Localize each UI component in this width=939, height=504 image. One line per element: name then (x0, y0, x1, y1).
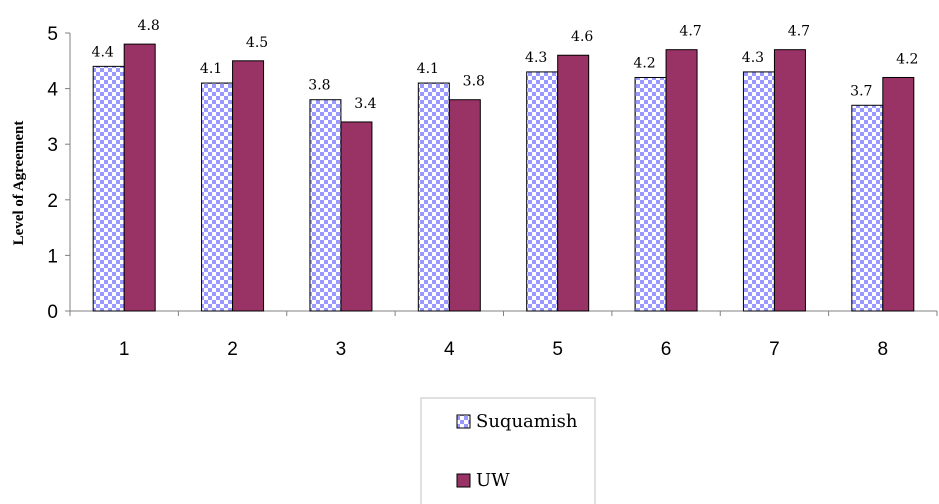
x-tick-label: 5 (552, 339, 563, 360)
y-tick-label: 3 (47, 135, 58, 156)
bar-uw (448, 99, 481, 312)
data-label-suquamish: 3.8 (308, 78, 330, 94)
bar-uw (773, 49, 806, 312)
data-label-suquamish: 4.3 (742, 50, 764, 66)
y-axis-title: Level of Agreement (11, 121, 27, 246)
data-label-uw: 4.8 (138, 18, 160, 34)
bar-suquamish (634, 76, 667, 312)
y-tick-label: 2 (47, 191, 58, 212)
y-tick-label: 0 (47, 302, 58, 323)
bar-suquamish (309, 99, 342, 312)
legend-swatch-suquamish (456, 414, 471, 429)
bar-uw (340, 121, 373, 312)
data-label-uw: 4.7 (788, 24, 810, 40)
data-label-suquamish: 4.4 (92, 44, 114, 60)
x-tick-label: 2 (227, 339, 238, 360)
x-tick-label: 1 (119, 339, 130, 360)
bar-suquamish (851, 104, 884, 312)
data-label-uw: 4.2 (896, 51, 918, 67)
data-label-uw: 3.4 (354, 96, 376, 112)
x-tick-label: 3 (336, 339, 347, 360)
legend-box (420, 397, 596, 504)
data-label-suquamish: 3.7 (850, 83, 872, 99)
bar-suquamish (417, 82, 450, 312)
bars (92, 43, 915, 312)
bar-uw (123, 43, 156, 312)
x-tick-label: 7 (769, 339, 780, 360)
data-label-uw: 3.8 (463, 74, 485, 90)
legend-label-suquamish: Suquamish (476, 411, 578, 432)
legend-swatch-uw (456, 473, 471, 488)
bar-suquamish (201, 82, 234, 312)
x-tick-label: 6 (661, 339, 672, 360)
bar-suquamish (92, 65, 125, 312)
legend-label-uw: UW (476, 470, 510, 491)
bar-uw (882, 76, 915, 312)
data-labels: 4.4 4.1 3.8 4.1 4.3 4.2 4.3 3.7 4.8 4.5 3.4 3.8 4.6 4… (92, 18, 919, 112)
bar-suquamish (526, 71, 559, 312)
data-label-suquamish: 4.2 (633, 55, 655, 71)
y-tick-label: 4 (47, 80, 58, 101)
x-tick-label: 4 (444, 339, 455, 360)
y-tick-label: 1 (47, 246, 58, 267)
data-label-suquamish: 4.1 (417, 61, 439, 77)
data-label-uw: 4.6 (571, 29, 593, 45)
y-axis: 0 1 2 3 4 5 (47, 24, 71, 323)
data-label-uw: 4.5 (246, 35, 268, 51)
data-label-uw: 4.7 (679, 24, 701, 40)
bar-suquamish (742, 71, 775, 312)
y-tick-label: 5 (47, 24, 58, 45)
bar-uw (232, 60, 265, 312)
x-axis: 1 2 3 4 5 6 7 8 (69, 310, 938, 360)
data-label-suquamish: 4.1 (200, 61, 222, 77)
x-tick-label: 8 (878, 339, 889, 360)
bar-uw (557, 54, 590, 312)
data-label-suquamish: 4.3 (525, 50, 547, 66)
bar-uw (665, 49, 698, 312)
legend: Suquamish UW (420, 397, 596, 504)
